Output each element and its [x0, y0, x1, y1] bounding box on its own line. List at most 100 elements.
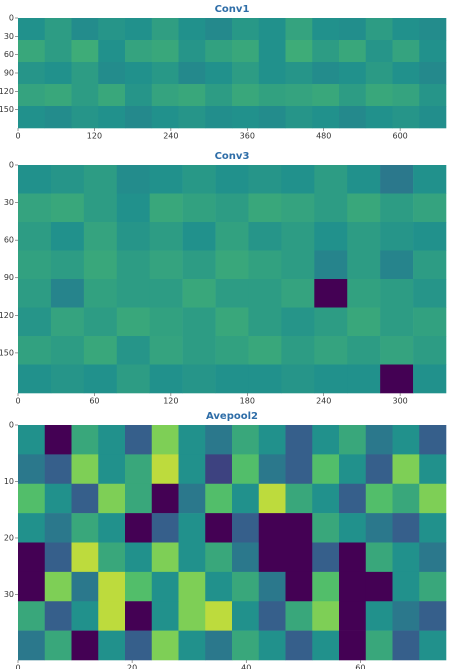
- heat-cell: [151, 454, 179, 485]
- heat-cell: [151, 62, 179, 85]
- heat-cell: [83, 279, 118, 308]
- heat-cell: [232, 630, 260, 661]
- y-tick-label: 60: [4, 236, 14, 245]
- heat-cell: [18, 193, 52, 223]
- heat-cell: [98, 483, 126, 514]
- heat-cell: [149, 165, 183, 194]
- heat-cell: [232, 483, 260, 514]
- heat-cell: [98, 62, 126, 85]
- heat-cell: [18, 84, 46, 107]
- heat-cell: [205, 483, 233, 514]
- x-tick-label: 60: [355, 664, 365, 669]
- heat-cell: [232, 542, 260, 573]
- heat-cell: [151, 513, 179, 543]
- heat-cell: [339, 571, 367, 602]
- heat-cell: [413, 222, 447, 251]
- heat-cell: [205, 40, 233, 63]
- heat-cell: [413, 307, 447, 337]
- heat-cell: [18, 513, 46, 543]
- heat-cell: [312, 542, 340, 573]
- heat-cell: [149, 336, 183, 365]
- heat-cell: [232, 601, 260, 631]
- y-tick-label: 120: [0, 311, 14, 320]
- heat-cell: [50, 165, 85, 194]
- x-tick-label: 20: [127, 664, 137, 669]
- heat-cell: [83, 336, 118, 365]
- heat-cell: [44, 425, 72, 455]
- heat-cell: [116, 336, 150, 365]
- x-tick-label: 0: [15, 397, 20, 406]
- heat-cell: [18, 336, 52, 365]
- heat-cell: [215, 336, 249, 365]
- heat-cell: [182, 336, 216, 365]
- heat-cell: [347, 193, 381, 223]
- heat-cell: [312, 40, 340, 63]
- y-tick-label: 30: [4, 32, 14, 41]
- heat-cell: [413, 250, 447, 280]
- heat-cell: [44, 542, 72, 573]
- heat-cell: [347, 279, 381, 308]
- heat-cell: [258, 571, 286, 602]
- heat-cell: [285, 106, 313, 129]
- heat-cell: [125, 630, 153, 661]
- heat-cell: [125, 601, 153, 631]
- heat-cell: [116, 250, 150, 280]
- heat-cell: [178, 483, 206, 514]
- heat-cell: [258, 601, 286, 631]
- heat-cell: [339, 542, 367, 573]
- heat-cell: [182, 279, 216, 308]
- heat-cell: [419, 106, 447, 129]
- heat-cell: [83, 165, 118, 194]
- heat-cell: [18, 542, 46, 573]
- heat-cell: [258, 62, 286, 85]
- heat-cell: [71, 630, 99, 661]
- heat-cell: [71, 571, 99, 602]
- heat-cell: [347, 222, 381, 251]
- heat-cell: [339, 630, 367, 661]
- heat-cell: [392, 601, 420, 631]
- heat-cell: [392, 513, 420, 543]
- heat-cell: [71, 106, 99, 129]
- heat-cell: [392, 454, 420, 485]
- heat-cell: [125, 542, 153, 573]
- heat-cell: [215, 250, 249, 280]
- heat-cell: [98, 84, 126, 107]
- x-tick-label: 120: [163, 397, 178, 406]
- heat-cell: [248, 165, 282, 194]
- heat-cell: [281, 222, 315, 251]
- heat-cell: [44, 18, 72, 41]
- heat-cell: [419, 425, 447, 455]
- heat-cell: [205, 630, 233, 661]
- y-tick-label: 20: [4, 533, 14, 542]
- heat-cell: [151, 630, 179, 661]
- heat-cell: [258, 630, 286, 661]
- heat-cell: [258, 513, 286, 543]
- heat-cell: [71, 601, 99, 631]
- heat-cell: [50, 364, 85, 394]
- heat-cell: [44, 106, 72, 129]
- heat-cell: [248, 222, 282, 251]
- heat-cell: [71, 454, 99, 485]
- x-tick-label: 0: [15, 664, 20, 669]
- heat-cell: [285, 18, 313, 41]
- heat-cell: [392, 18, 420, 41]
- heat-cell: [258, 542, 286, 573]
- heat-cell: [281, 364, 315, 394]
- heat-cell: [347, 364, 381, 394]
- heat-cell: [215, 307, 249, 337]
- heat-cell: [380, 307, 414, 337]
- x-tick-label: 180: [240, 397, 255, 406]
- heat-cell: [18, 630, 46, 661]
- heat-cell: [347, 307, 381, 337]
- heat-cell: [215, 222, 249, 251]
- heat-cell: [285, 62, 313, 85]
- heat-cell: [232, 84, 260, 107]
- heat-cell: [365, 106, 393, 129]
- heat-cell: [258, 425, 286, 455]
- heat-cell: [392, 483, 420, 514]
- y-tick-label: 10: [4, 477, 14, 486]
- heat-cell: [339, 425, 367, 455]
- y-tick-label: 30: [4, 590, 14, 599]
- heat-cell: [149, 364, 183, 394]
